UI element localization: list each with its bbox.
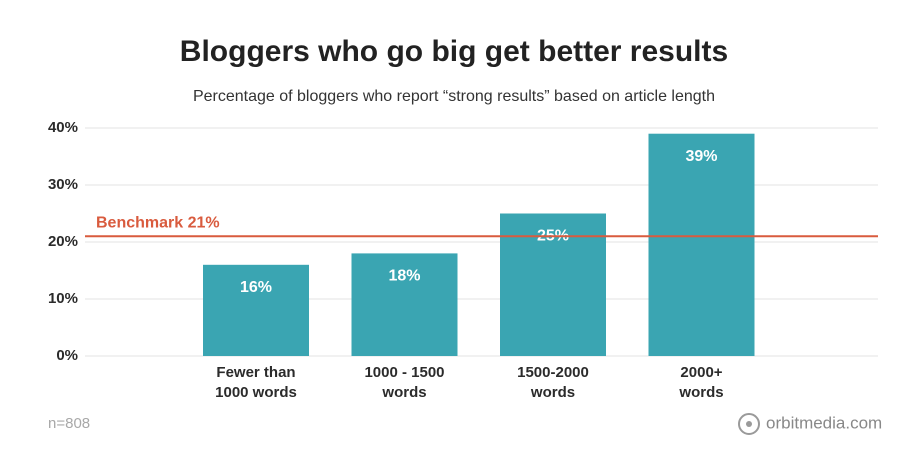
y-tick-label: 30% bbox=[48, 176, 78, 193]
x-tick-label: 1500-2000 words bbox=[517, 364, 589, 401]
logo bbox=[738, 413, 760, 435]
chart-title: Bloggers who go big get better results bbox=[180, 35, 728, 68]
value-label: 18% bbox=[388, 268, 420, 285]
benchmark-label: Benchmark 21% bbox=[96, 215, 220, 232]
x-tick-label: 1000 - 1500 words bbox=[364, 364, 445, 401]
logo-dot bbox=[746, 421, 752, 427]
value-label: 16% bbox=[240, 279, 272, 296]
source: orbitmedia.com bbox=[766, 413, 882, 432]
y-tick-label: 20% bbox=[48, 233, 78, 250]
x-tick-label: Fewer than 1000 words bbox=[215, 364, 297, 401]
y-tick-label: 10% bbox=[48, 290, 78, 307]
y-tick-label: 40% bbox=[48, 119, 78, 136]
bar bbox=[648, 133, 755, 356]
bar bbox=[351, 253, 458, 356]
y-tick-label: 0% bbox=[56, 347, 78, 364]
value-label: 39% bbox=[685, 148, 717, 165]
footnote: n=808 bbox=[48, 415, 90, 432]
chart-subtitle: Percentage of bloggers who report “stron… bbox=[193, 88, 715, 105]
x-tick-label: 2000+ words bbox=[679, 364, 724, 401]
bar bbox=[203, 264, 309, 356]
